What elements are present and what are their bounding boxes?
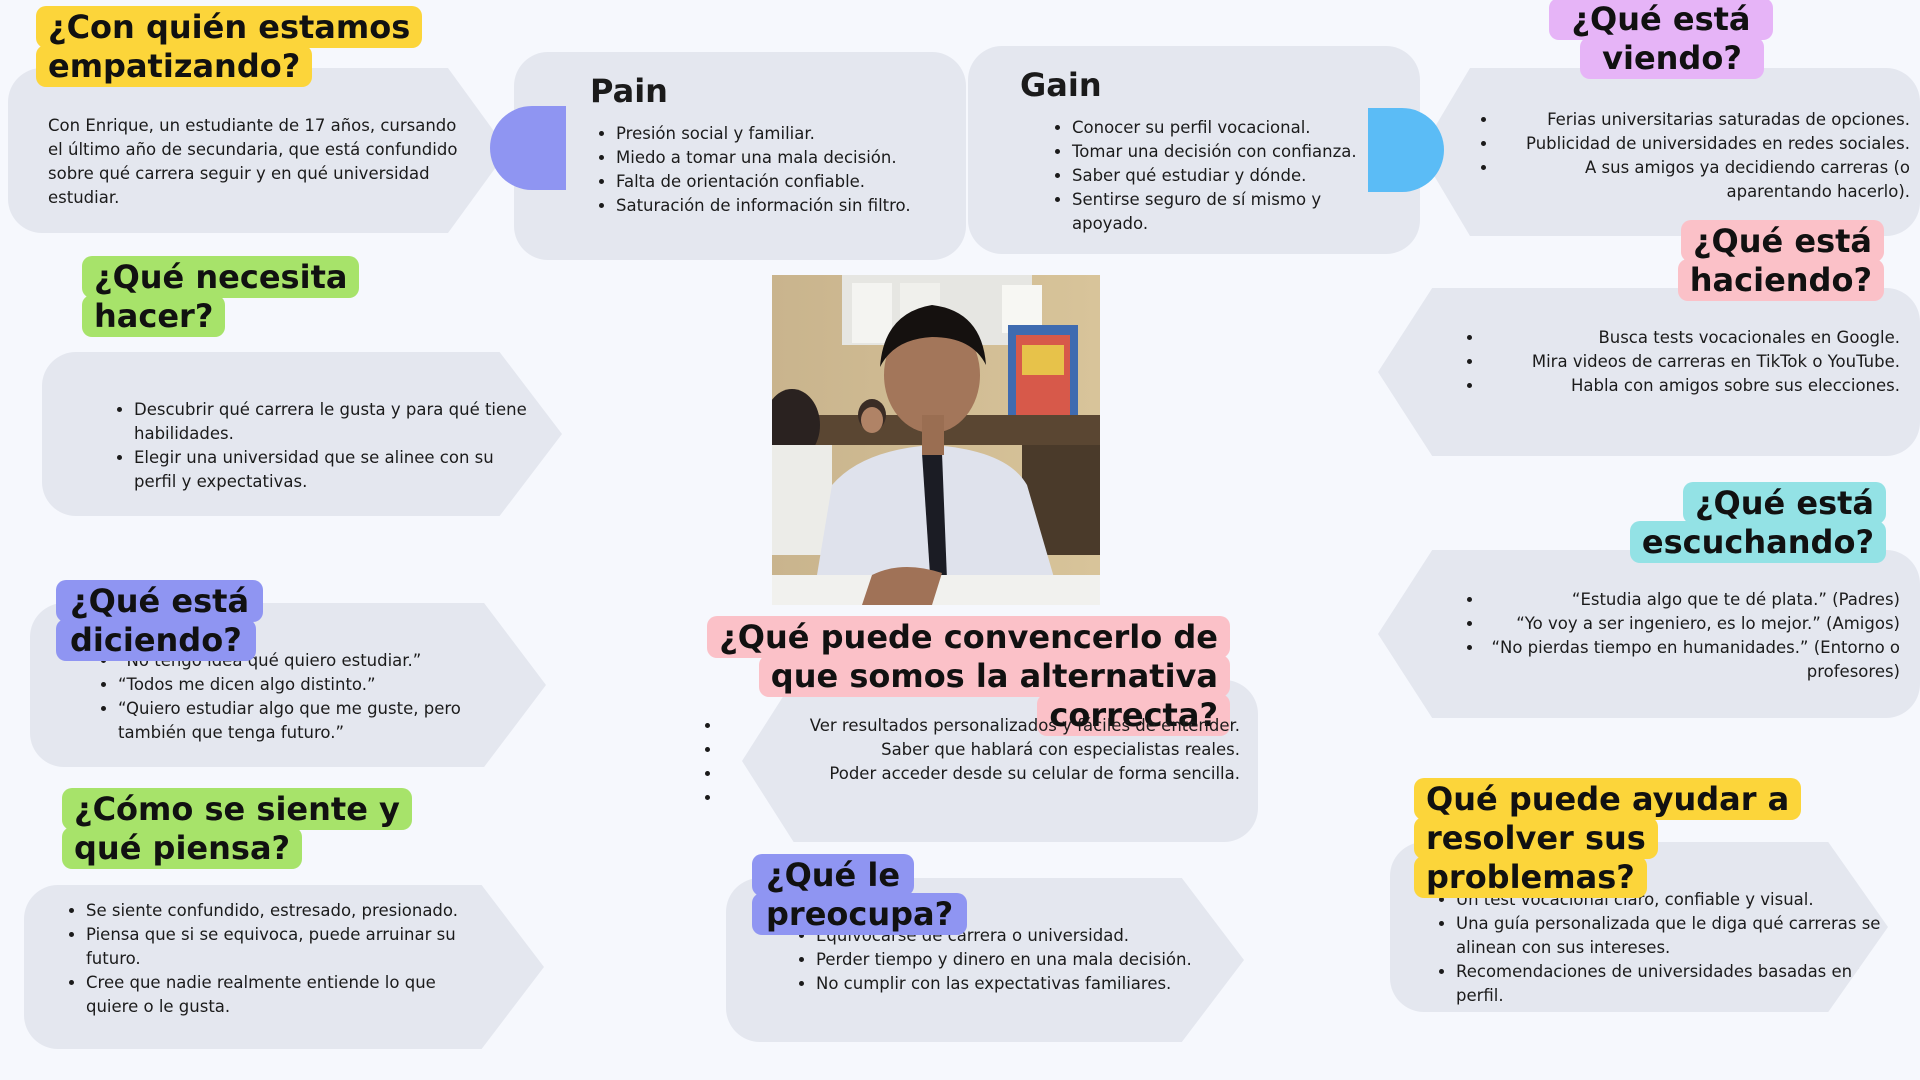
pain-list: Presión social y familiar. Miedo a tomar… xyxy=(594,122,976,218)
list-item: Sentirse seguro de sí mismo y apoyado. xyxy=(1072,188,1392,236)
list-item: Mira videos de carreras en TikTok o YouT… xyxy=(1484,350,1900,374)
gain-title: Gain xyxy=(1020,66,1102,104)
list-item: Saber qué estudiar y dónde. xyxy=(1072,164,1392,188)
help-list: Un test vocacional claro, confiable y vi… xyxy=(1434,888,1888,1012)
saying-heading-text: ¿Qué está diciendo? xyxy=(56,580,264,662)
pain-connector-shape xyxy=(490,106,566,190)
list-item: Presión social y familiar. xyxy=(616,122,976,146)
doing-list: Busca tests vocacionales en Google. Mira… xyxy=(1462,326,1900,398)
convince-heading: ¿Qué puede convencerlo de que somos la a… xyxy=(650,616,1230,737)
list-item: A sus amigos ya decidiendo carreras (o a… xyxy=(1498,156,1910,204)
feel-list: Se siente confundido, estresado, presion… xyxy=(64,899,476,1019)
student-photo-image xyxy=(772,275,1100,605)
help-heading: Qué puede ayudar a resolver sus problema… xyxy=(1414,778,1874,899)
list-item: Conocer su perfil vocacional. xyxy=(1072,116,1392,140)
student-photo xyxy=(772,275,1100,605)
gain-list: Conocer su perfil vocacional. Tomar una … xyxy=(1050,116,1392,236)
list-item xyxy=(722,786,1240,810)
gain-connector-shape xyxy=(1368,108,1444,192)
list-item: Se siente confundido, estresado, presion… xyxy=(86,899,476,923)
worry-heading-text: ¿Qué le preocupa? xyxy=(752,854,968,936)
list-item: Tomar una decisión con confianza. xyxy=(1072,140,1392,164)
list-item: Publicidad de universidades en redes soc… xyxy=(1498,132,1910,156)
feel-card: Se siente confundido, estresado, presion… xyxy=(24,885,544,1049)
list-item: Elegir una universidad que se alinee con… xyxy=(134,446,534,494)
list-item: Una guía personalizada que le diga qué c… xyxy=(1456,912,1888,960)
who-text: Con Enrique, un estudiante de 17 años, c… xyxy=(48,116,458,207)
list-item: Ferias universitarias saturadas de opcio… xyxy=(1498,108,1910,132)
doing-heading-text: ¿Qué está haciendo? xyxy=(1677,220,1884,302)
worry-heading: ¿Qué le preocupa? xyxy=(752,854,1112,936)
who-card: Con Enrique, un estudiante de 17 años, c… xyxy=(8,68,508,233)
list-item: Perder tiempo y dinero en una mala decis… xyxy=(816,948,1236,972)
pain-title: Pain xyxy=(590,72,668,110)
hearing-list: “Estudia algo que te dé plata.” (Padres)… xyxy=(1462,588,1900,684)
hearing-heading-text: ¿Qué está escuchando? xyxy=(1629,482,1886,564)
feel-heading-text: ¿Cómo se siente y qué piensa? xyxy=(62,788,412,870)
list-item: “Todos me dicen algo distinto.” xyxy=(118,673,478,697)
seeing-card: Ferias universitarias saturadas de opcio… xyxy=(1420,68,1920,236)
saying-list: “No tengo idea qué quiero estudiar.” “To… xyxy=(96,649,478,745)
seeing-heading-text: ¿Qué está viendo? xyxy=(1549,0,1773,80)
saying-heading: ¿Qué está diciendo? xyxy=(56,580,436,662)
list-item: Busca tests vocacionales en Google. xyxy=(1484,326,1900,350)
gain-card: Gain Conocer su perfil vocacional. Tomar… xyxy=(968,46,1420,254)
feel-heading: ¿Cómo se siente y qué piensa? xyxy=(62,788,412,870)
list-item: Acompañamiento de profesionales sin juic… xyxy=(1456,1008,1888,1012)
need-heading-text: ¿Qué necesita hacer? xyxy=(82,256,360,338)
need-heading: ¿Qué necesita hacer? xyxy=(82,256,362,338)
list-item: Ver resultados personalizados y fáciles … xyxy=(722,714,1240,738)
list-item: “No pierdas tiempo en humanidades.” (Ent… xyxy=(1484,636,1900,684)
list-item: Falta de orientación confiable. xyxy=(616,170,976,194)
convince-list: Ver resultados personalizados y fáciles … xyxy=(700,714,1240,810)
list-item: Piensa que si se equivoca, puede arruina… xyxy=(86,923,476,971)
list-item: Saber que hablará con especialistas real… xyxy=(722,738,1240,762)
list-item: Cree que nadie realmente entiende lo que… xyxy=(86,971,476,1019)
who-heading-text: ¿Con quién estamos empatizando? xyxy=(36,6,423,88)
doing-card: Busca tests vocacionales en Google. Mira… xyxy=(1378,288,1920,456)
pain-card: Pain Presión social y familiar. Miedo a … xyxy=(514,52,966,260)
list-item: “Estudia algo que te dé plata.” (Padres) xyxy=(1484,588,1900,612)
seeing-heading: ¿Qué está viendo? xyxy=(1492,0,1852,80)
need-list: Descubrir qué carrera le gusta y para qu… xyxy=(112,398,534,494)
need-card: Descubrir qué carrera le gusta y para qu… xyxy=(42,352,562,516)
list-item: Poder acceder desde su celular de forma … xyxy=(722,762,1240,786)
hearing-heading: ¿Qué está escuchando? xyxy=(1626,482,1886,564)
list-item: “Quiero estudiar algo que me guste, pero… xyxy=(118,697,478,745)
hearing-card: “Estudia algo que te dé plata.” (Padres)… xyxy=(1378,550,1920,718)
list-item: Saturación de información sin filtro. xyxy=(616,194,976,218)
list-item: No cumplir con las expectativas familiar… xyxy=(816,972,1236,996)
list-item: Habla con amigos sobre sus elecciones. xyxy=(1484,374,1900,398)
list-item: Miedo a tomar una mala decisión. xyxy=(616,146,976,170)
who-heading: ¿Con quién estamos empatizando? xyxy=(36,6,423,88)
list-item: Descubrir qué carrera le gusta y para qu… xyxy=(134,398,534,446)
doing-heading: ¿Qué está haciendo? xyxy=(1664,220,1884,302)
seeing-list: Ferias universitarias saturadas de opcio… xyxy=(1476,108,1910,204)
help-heading-text: Qué puede ayudar a resolver sus problema… xyxy=(1414,778,1802,899)
list-item: “Yo voy a ser ingeniero, es lo mejor.” (… xyxy=(1484,612,1900,636)
list-item: Recomendaciones de universidades basadas… xyxy=(1456,960,1888,1008)
